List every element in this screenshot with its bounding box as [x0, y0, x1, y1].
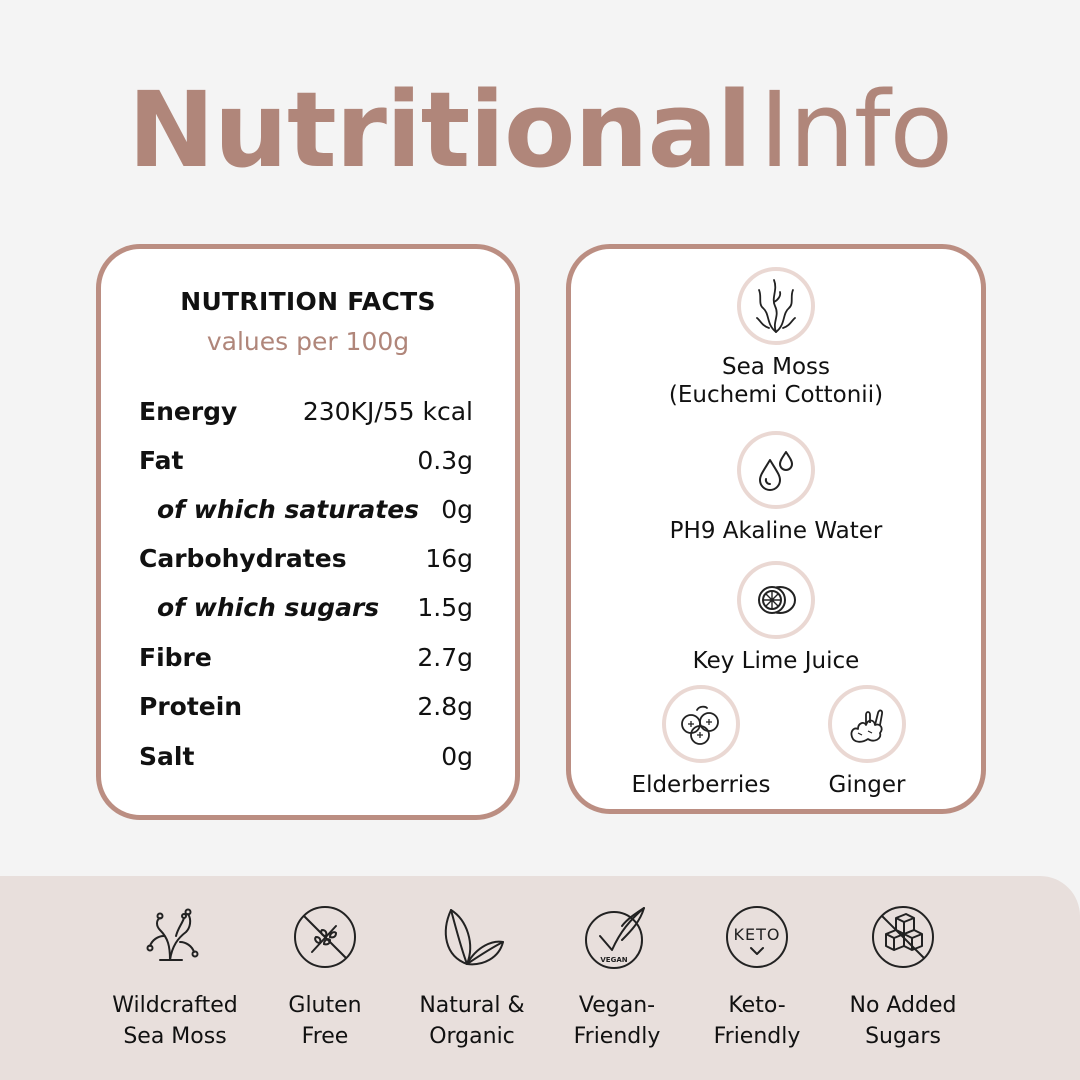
nutrient-label: of which saturates [157, 494, 420, 524]
nutrition-facts-subtitle: values per 100g [206, 327, 410, 356]
nutrition-row: Salt 0g [139, 736, 473, 776]
keto-icon: KETO [722, 902, 792, 972]
nutrition-row: Fibre 2.7g [139, 637, 473, 677]
vegan-icon: VEGAN [582, 902, 652, 972]
ingredient-label: Elderberries [631, 772, 771, 798]
badge-label-line1: No Added [849, 993, 957, 1018]
seaweed-icon [737, 267, 815, 345]
badge-label-line1: Gluten [288, 993, 362, 1018]
nutrient-value: 0.3g [417, 445, 473, 475]
nutrition-row: Energy 230KJ/55 kcal [139, 391, 473, 431]
ingredient-label: PH9 Akaline Water [669, 518, 883, 544]
title-light: Info [759, 69, 953, 191]
badge-gluten-free: Gluten Free [250, 902, 400, 1052]
title-bold: Nutritional [127, 69, 752, 191]
nutrient-value: 16g [425, 543, 473, 573]
nutrition-row: Fat 0.3g [139, 440, 473, 480]
berries-icon [662, 685, 740, 763]
nutrient-label: Salt [139, 741, 195, 771]
leaves-icon [437, 902, 507, 972]
ingredient-sublabel: (Euchemi Cottonii) [668, 382, 884, 408]
ingredient-water: PH9 Akaline Water [571, 431, 981, 545]
nutrient-value: 2.7g [417, 642, 473, 672]
nutrient-label: Fibre [139, 642, 212, 672]
ingredient-elderberries: Elderberries [611, 685, 791, 799]
ingredient-label: Key Lime Juice [692, 648, 860, 674]
gluten-free-icon [290, 902, 360, 972]
coral-icon [140, 902, 210, 972]
vegan-icon-text: VEGAN [600, 956, 627, 964]
nutrient-value: 0g [441, 741, 473, 771]
badge-label-line1: Keto- [728, 993, 786, 1018]
badge-label-line2: Friendly [713, 1024, 801, 1049]
no-sugar-icon [868, 902, 938, 972]
ginger-icon [828, 685, 906, 763]
nutrient-value: 1.5g [417, 592, 473, 622]
nutrition-facts-card: NUTRITION FACTS values per 100g Energy 2… [96, 244, 520, 820]
nutrition-row: of which sugars 1.5g [139, 587, 473, 627]
badge-no-added-sugars: No Added Sugars [828, 902, 978, 1052]
badge-label: No Added Sugars [828, 990, 978, 1052]
nutrient-label: Carbohydrates [139, 543, 347, 573]
badge-label-line2: Sugars [865, 1024, 941, 1049]
keto-icon-text: KETO [734, 925, 781, 944]
ingredient-pair: Elderberries Ginger [571, 685, 981, 809]
features-band: Wildcrafted Sea Moss Gluten Free [0, 876, 1080, 1080]
badge-label-line2: Organic [429, 1024, 515, 1049]
badge-natural-organic: Natural & Organic [397, 902, 547, 1052]
nutrition-row: of which saturates 0g [139, 489, 473, 529]
badge-label: Wildcrafted Sea Moss [100, 990, 250, 1052]
nutrition-row: Carbohydrates 16g [139, 538, 473, 578]
badge-wildcrafted: Wildcrafted Sea Moss [100, 902, 250, 1052]
badge-label-line2: Sea Moss [123, 1024, 227, 1049]
ingredient-lime: Key Lime Juice [571, 561, 981, 675]
badge-keto-friendly: KETO Keto- Friendly [682, 902, 832, 1052]
badge-label-line2: Free [301, 1024, 349, 1049]
ingredient-label: Ginger [828, 772, 906, 798]
nutrient-label: Protein [139, 691, 243, 721]
badge-label: Gluten Free [250, 990, 400, 1052]
badge-label: Vegan- Friendly [542, 990, 692, 1052]
badge-label-line2: Friendly [573, 1024, 661, 1049]
ingredient-ginger: Ginger [777, 685, 957, 799]
ingredients-card: Sea Moss (Euchemi Cottonii) PH9 Akaline … [566, 244, 986, 814]
ingredient-sea-moss: Sea Moss (Euchemi Cottonii) [571, 267, 981, 409]
badge-label: Natural & Organic [397, 990, 547, 1052]
nutrient-label: Energy [139, 396, 238, 426]
nutrition-facts-title: NUTRITION FACTS [180, 287, 436, 316]
badge-vegan-friendly: VEGAN Vegan- Friendly [542, 902, 692, 1052]
badge-label-line1: Natural & [419, 993, 525, 1018]
nutrient-value: 230KJ/55 kcal [302, 396, 473, 426]
nutrient-label: Fat [139, 445, 184, 475]
badge-label-line1: Vegan- [578, 993, 656, 1018]
page-title: NutritionalInfo [0, 78, 1080, 182]
water-drops-icon [737, 431, 815, 509]
badge-label: Keto- Friendly [682, 990, 832, 1052]
ingredient-label: Sea Moss [721, 354, 831, 380]
lime-icon [737, 561, 815, 639]
badge-label-line1: Wildcrafted [112, 993, 238, 1018]
nutrient-value: 2.8g [417, 691, 473, 721]
nutrient-label: of which sugars [157, 592, 380, 622]
nutrient-value: 0g [441, 494, 473, 524]
nutrition-row: Protein 2.8g [139, 686, 473, 726]
